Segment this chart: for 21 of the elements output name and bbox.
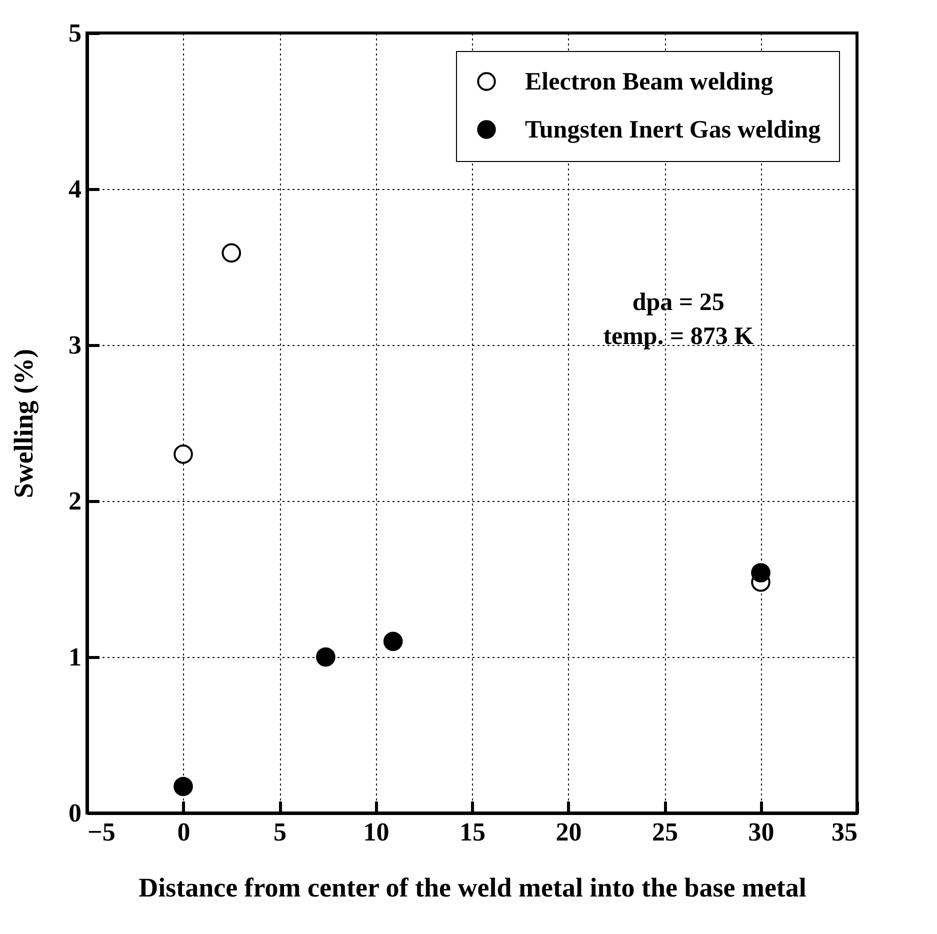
x-tick-label: 15 bbox=[460, 818, 486, 846]
annotation: dpa = 25 bbox=[632, 289, 724, 316]
x-tick-label: −5 bbox=[88, 818, 116, 846]
x-tick-label: 5 bbox=[274, 818, 286, 846]
y-tick-label: 5 bbox=[68, 18, 82, 48]
y-tick-label: 3 bbox=[68, 330, 82, 360]
legend-label: Tungsten Inert Gas welding bbox=[525, 116, 822, 144]
x-tick-label: 10 bbox=[363, 818, 390, 846]
annotation: temp. = 873 K bbox=[603, 323, 754, 350]
y-tick-label: 0 bbox=[68, 798, 82, 828]
y-tick-label: 1 bbox=[68, 642, 82, 672]
x-tick-label: 20 bbox=[556, 818, 582, 846]
x-tick-label: 35 bbox=[832, 818, 858, 846]
legend-label: Electron Beam welding bbox=[525, 68, 774, 96]
x-tick-label: 0 bbox=[177, 818, 190, 846]
x-tick-label: 30 bbox=[748, 818, 774, 846]
x-tick-label: 25 bbox=[652, 818, 678, 846]
x-axis-title: Distance from center of the weld metal into the base metal bbox=[138, 872, 807, 902]
y-axis-title: Swelling (%) bbox=[8, 348, 38, 498]
y-tick-label: 2 bbox=[68, 486, 82, 516]
y-tick-label: 4 bbox=[68, 174, 82, 204]
